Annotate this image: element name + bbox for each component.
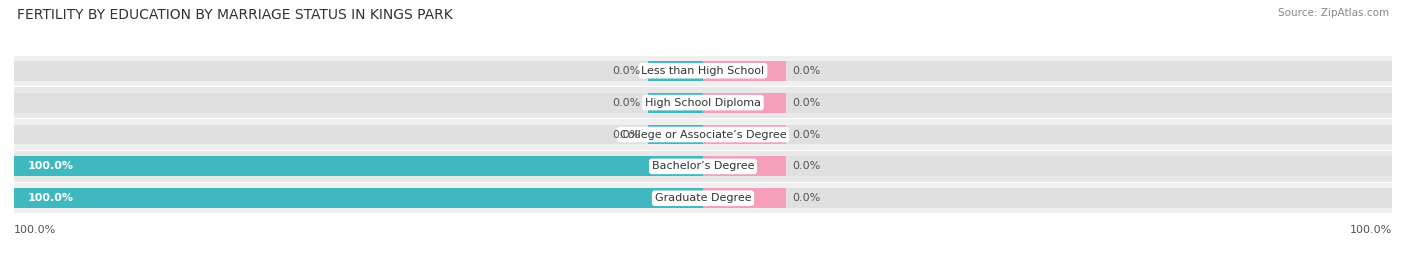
Bar [14,157,1392,176]
Text: 0.0%: 0.0% [613,98,641,108]
Bar [14,61,1392,81]
Text: 100.0%: 100.0% [14,225,56,235]
Bar [14,93,1392,112]
Bar [703,157,786,176]
Bar [14,125,1392,144]
Text: Bachelor’s Degree: Bachelor’s Degree [652,161,754,171]
Text: Less than High School: Less than High School [641,66,765,76]
Bar [648,61,703,81]
Bar [703,93,786,112]
Bar [648,93,703,112]
Text: Graduate Degree: Graduate Degree [655,193,751,203]
Text: 0.0%: 0.0% [793,193,821,203]
Text: 100.0%: 100.0% [28,161,75,171]
Text: 100.0%: 100.0% [1350,225,1392,235]
Bar [14,56,1392,86]
Bar [14,183,1392,213]
Text: 0.0%: 0.0% [793,129,821,140]
Text: FERTILITY BY EDUCATION BY MARRIAGE STATUS IN KINGS PARK: FERTILITY BY EDUCATION BY MARRIAGE STATU… [17,8,453,22]
Text: 0.0%: 0.0% [613,66,641,76]
Text: 100.0%: 100.0% [28,193,75,203]
Bar [14,87,1392,118]
Text: 0.0%: 0.0% [793,66,821,76]
Bar [648,125,703,144]
Text: High School Diploma: High School Diploma [645,98,761,108]
Text: College or Associate’s Degree: College or Associate’s Degree [620,129,786,140]
Bar [14,157,703,176]
Text: 0.0%: 0.0% [793,161,821,171]
Bar [14,151,1392,182]
Bar [703,188,786,208]
Text: Source: ZipAtlas.com: Source: ZipAtlas.com [1278,8,1389,18]
Text: 0.0%: 0.0% [793,98,821,108]
Bar [703,125,786,144]
Bar [14,119,1392,150]
Bar [14,188,1392,208]
Text: 0.0%: 0.0% [613,129,641,140]
Bar [703,61,786,81]
Bar [14,188,703,208]
